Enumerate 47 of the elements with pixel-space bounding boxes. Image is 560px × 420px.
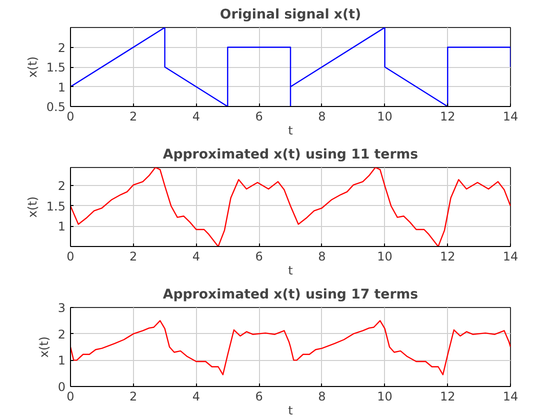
y-tick-label: 0 [58, 380, 66, 394]
y-tick-label: 1 [58, 220, 66, 234]
y-axis-title: x(t) [25, 196, 40, 218]
line-series [70, 320, 510, 376]
x-tick-label: 0 [66, 390, 74, 404]
x-axis-title: t [288, 124, 294, 138]
x-tick-label: 10 [377, 390, 392, 404]
x-tick-label: 8 [318, 390, 326, 404]
x-axis-title: t [288, 404, 294, 418]
x-tick-label: 6 [255, 390, 263, 404]
line-series [70, 28, 510, 106]
x-tick-label: 8 [318, 250, 326, 264]
x-tick-label: 0 [66, 110, 74, 124]
x-tick-label: 4 [192, 250, 200, 264]
y-axis-title: x(t) [25, 56, 40, 78]
x-tick-label: 12 [440, 250, 456, 264]
x-tick-label: 4 [192, 390, 200, 404]
x-tick-label: 6 [255, 250, 263, 264]
y-tick-label: 3 [58, 301, 66, 315]
x-tick-label: 8 [318, 110, 326, 124]
x-tick-label: 10 [377, 250, 392, 264]
x-tick-label: 4 [192, 110, 200, 124]
x-tick-label: 14 [502, 110, 518, 124]
x-axis-title: t [288, 264, 294, 278]
y-tick-label: 1 [58, 354, 66, 368]
x-tick-label: 2 [130, 250, 138, 264]
x-tick-label: 14 [502, 390, 518, 404]
y-tick-label: 0.5 [46, 100, 66, 114]
chart-title: Original signal x(t) [220, 8, 362, 22]
line-series [70, 168, 510, 246]
y-tick-label: 1.5 [46, 60, 66, 74]
x-tick-label: 14 [502, 250, 518, 264]
chart-title: Approximated x(t) using 17 terms [162, 288, 418, 302]
x-tick-label: 2 [130, 110, 138, 124]
y-tick-label: 2 [58, 179, 66, 194]
x-tick-label: 10 [377, 110, 392, 124]
x-tick-label: 0 [66, 250, 74, 264]
x-tick-label: 12 [440, 110, 456, 124]
x-tick-label: 12 [440, 390, 456, 404]
chart-title: Approximated x(t) using 11 terms [162, 148, 418, 162]
y-tick-label: 2 [58, 327, 66, 342]
y-tick-label: 1 [58, 80, 66, 94]
x-tick-label: 6 [255, 110, 263, 124]
y-axis-title: x(t) [36, 336, 51, 358]
y-tick-label: 1.5 [46, 199, 66, 214]
x-tick-label: 2 [130, 390, 138, 404]
y-tick-label: 2 [58, 40, 66, 55]
